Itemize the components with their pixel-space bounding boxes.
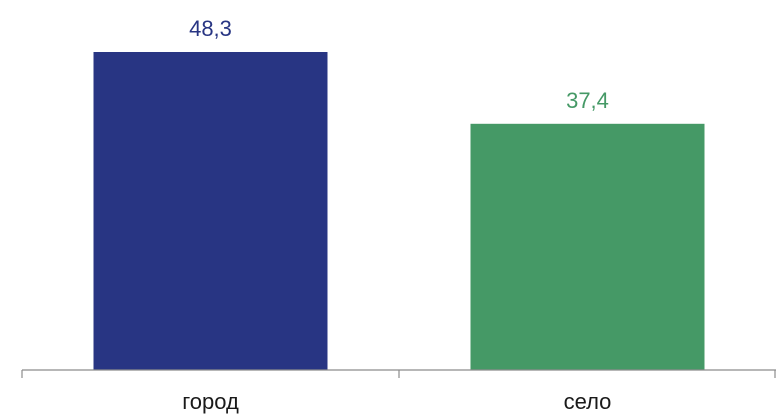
data-labels-layer: 48,3 37,4 (189, 16, 609, 113)
bars-layer (93, 52, 705, 370)
bar-1 (470, 123, 705, 370)
data-label-0: 48,3 (189, 16, 232, 41)
data-label-1: 37,4 (566, 88, 609, 113)
category-labels-layer: город село (182, 389, 611, 414)
category-label-0: город (182, 389, 239, 414)
category-label-1: село (564, 389, 612, 414)
x-axis (21, 369, 776, 378)
bar-0 (93, 52, 328, 370)
